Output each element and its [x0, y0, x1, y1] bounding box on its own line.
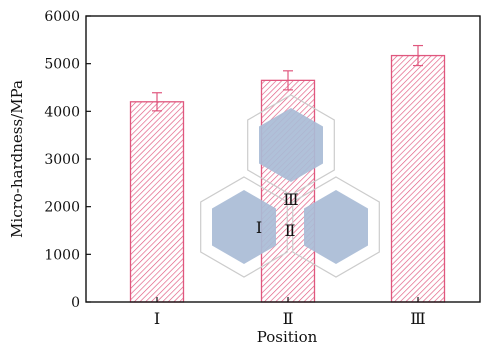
y-tick-label: 5000: [44, 57, 80, 73]
x-axis-ticks: Ⅰ Ⅱ Ⅲ: [154, 297, 426, 328]
y-tick-label: 1000: [44, 247, 80, 263]
x-tick-label: Ⅲ: [410, 309, 425, 328]
grain-left: [212, 190, 276, 264]
grain-left-outline: [200, 176, 288, 278]
inset-region-label: Ⅲ: [283, 190, 298, 209]
y-tick-label: 0: [71, 295, 80, 311]
y-tick-label: 3000: [44, 152, 80, 168]
y-tick-label: 2000: [44, 200, 80, 216]
x-tick-label: Ⅰ: [154, 309, 160, 328]
x-axis-label: Position: [257, 328, 318, 345]
inset-region-label: Ⅰ: [256, 218, 262, 237]
inset-region-label: Ⅱ: [285, 221, 296, 240]
grain-right: [304, 190, 368, 264]
x-tick-label: Ⅱ: [283, 309, 294, 328]
y-axis-ticks: 0 1000 2000 3000 4000 5000 6000: [44, 9, 91, 311]
y-tick-label: 4000: [44, 104, 80, 120]
grain-top: [259, 108, 323, 182]
error-bars-group: [152, 44, 423, 112]
grain-top-outline: [247, 94, 335, 196]
y-tick-label: 6000: [44, 9, 80, 25]
bar: [129, 101, 185, 303]
bar: [390, 54, 446, 303]
grain-boundary-inset: Ⅲ Ⅰ Ⅱ: [200, 94, 380, 278]
y-axis-label: Micro-hardness/MPa: [8, 80, 26, 238]
grain-right-outline: [292, 176, 380, 278]
